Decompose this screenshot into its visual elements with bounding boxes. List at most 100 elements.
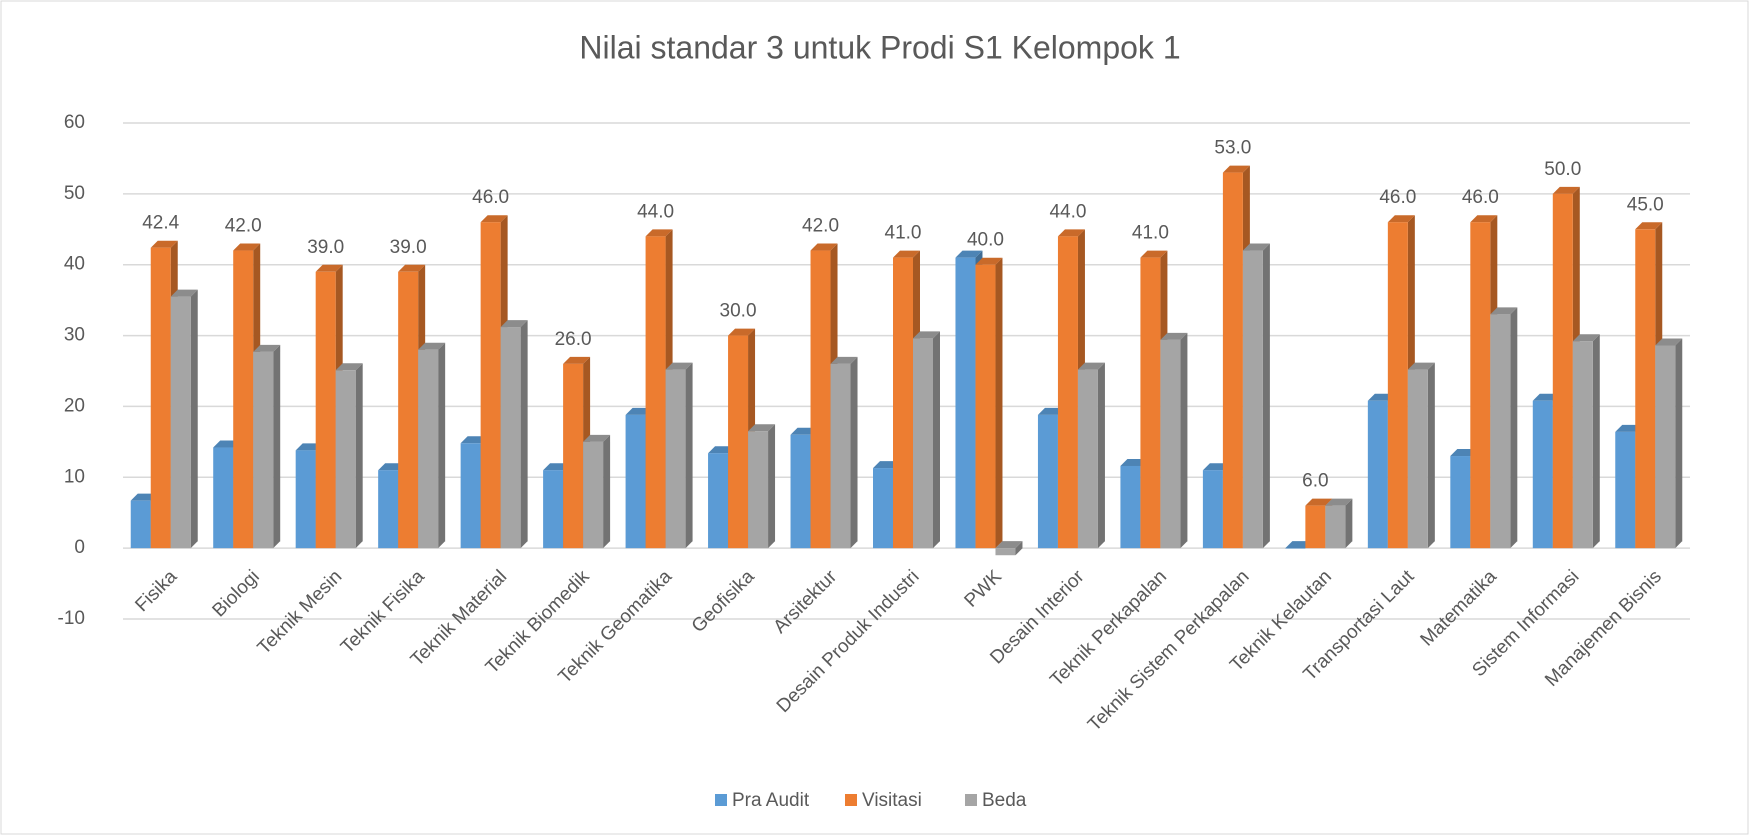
bar (1490, 314, 1511, 549)
bar-top (1305, 498, 1333, 506)
bar (625, 414, 646, 549)
data-label: 42.4 (142, 213, 179, 234)
y-tick-label: 20 (64, 395, 85, 416)
bar-top (748, 424, 776, 432)
bar (150, 247, 171, 549)
bar-side (1180, 332, 1188, 549)
y-tick-label: 60 (64, 112, 85, 133)
bar (130, 500, 151, 549)
bar (233, 250, 254, 549)
chart-title: Nilai standar 3 untuk Prodi S1 Kelompok … (579, 29, 1180, 65)
bar-top (1140, 250, 1168, 258)
bar-side (850, 356, 858, 549)
bar (295, 450, 316, 549)
bar-side (995, 257, 1003, 549)
data-label: 30.0 (720, 301, 757, 322)
data-label: 46.0 (1379, 187, 1416, 208)
bar (1367, 400, 1388, 549)
y-tick-label: -10 (58, 608, 85, 629)
bar (790, 434, 811, 549)
data-label: 39.0 (307, 237, 344, 258)
bar (398, 271, 419, 549)
data-label: 46.0 (472, 187, 509, 208)
bar (1305, 505, 1326, 549)
bar (213, 447, 234, 549)
bar (810, 250, 831, 549)
bar-top (1160, 332, 1188, 340)
bar-side (768, 424, 776, 549)
bar (418, 349, 439, 549)
bar (460, 443, 481, 549)
bar-top (1572, 334, 1600, 342)
bar (500, 327, 521, 549)
bar (253, 351, 274, 549)
data-label: 26.0 (555, 329, 592, 350)
bar-side (1015, 541, 1023, 556)
bar-side (1510, 307, 1518, 549)
bar (583, 441, 604, 549)
bar-top (913, 331, 940, 339)
bar-top (480, 215, 508, 223)
bar (1037, 414, 1058, 549)
data-label: 42.0 (225, 216, 262, 237)
bar-side (1262, 243, 1270, 549)
bar-top (335, 363, 363, 371)
bar (1325, 505, 1346, 549)
bar (728, 335, 749, 549)
bar (1572, 341, 1593, 549)
bar (1615, 431, 1636, 549)
data-label: 39.0 (390, 237, 427, 258)
legend-swatch (845, 794, 857, 806)
legend-swatch (965, 794, 977, 806)
bar (1077, 369, 1098, 549)
data-label: 53.0 (1214, 138, 1251, 159)
bar (1140, 257, 1161, 549)
bar (1407, 369, 1428, 549)
bar (543, 470, 564, 549)
bar-top (418, 342, 446, 350)
bar (665, 369, 686, 549)
bar-top (150, 240, 178, 248)
bar (913, 338, 933, 549)
bar-top (1387, 215, 1415, 223)
bar-top (893, 250, 920, 258)
bar-side (273, 344, 281, 549)
y-tick-label: 0 (74, 537, 85, 558)
bar (1552, 193, 1573, 549)
bar (1635, 229, 1656, 549)
bar (708, 453, 729, 549)
bar-top (975, 257, 1003, 265)
bar-top (1635, 222, 1663, 230)
bar-top (170, 289, 198, 297)
bar-top (253, 344, 281, 352)
bar (1160, 339, 1181, 549)
bar (170, 296, 191, 549)
bar (1450, 456, 1471, 549)
data-label: 42.0 (802, 216, 839, 237)
bar (378, 470, 399, 549)
bar (480, 222, 501, 549)
data-label: 44.0 (637, 201, 674, 222)
bar-top (1077, 362, 1105, 370)
data-label: 41.0 (885, 223, 922, 244)
bar (975, 264, 996, 549)
bar-side (685, 362, 693, 549)
bar (893, 257, 913, 549)
bar-top (1057, 229, 1085, 237)
bar (748, 431, 769, 549)
bar-top (830, 356, 858, 364)
data-label: 44.0 (1049, 201, 1086, 222)
bar (1532, 400, 1553, 549)
bar-side (1592, 334, 1600, 549)
bar-top (995, 541, 1023, 549)
bar (1057, 236, 1078, 549)
data-label: 50.0 (1544, 159, 1581, 180)
bar-top (315, 264, 343, 272)
bar-top (500, 320, 528, 328)
bar-top (398, 264, 426, 272)
bar-top (563, 356, 591, 364)
bar (873, 468, 893, 549)
data-label: 6.0 (1302, 471, 1328, 492)
